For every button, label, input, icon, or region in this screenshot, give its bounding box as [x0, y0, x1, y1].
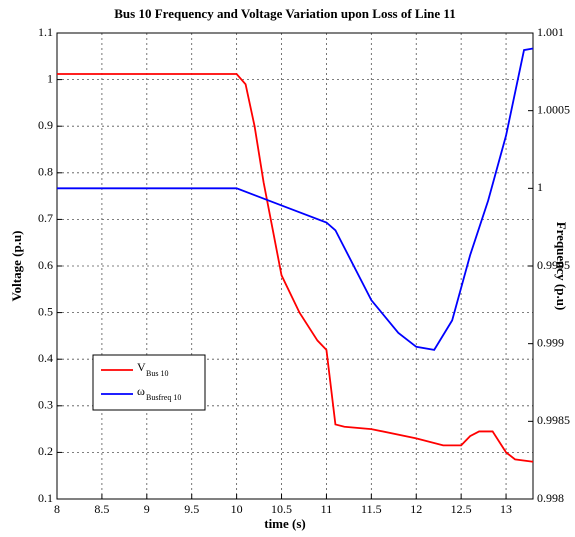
legend-label: V [137, 360, 146, 374]
plot-frame [56, 32, 534, 500]
y-tick-label: 0.5 [38, 304, 53, 318]
x-tick-label: 9.5 [184, 502, 199, 516]
y2-tick-label: 1 [537, 180, 543, 194]
x-tick-label: 12 [410, 502, 422, 516]
x-tick-label: 8 [54, 502, 60, 516]
legend-box [92, 354, 206, 411]
y2-tick-label: 0.9985 [537, 413, 570, 427]
legend-label-sub: Bus 10 [146, 369, 168, 378]
x-tick-label: 10.5 [271, 502, 292, 516]
chart-title: Bus 10 Frequency and Voltage Variation u… [114, 6, 455, 21]
x-tick-label: 9 [144, 502, 150, 516]
y-tick-label: 1.1 [38, 25, 53, 39]
x-tick-label: 11.5 [361, 502, 382, 516]
y-tick-label: 0.4 [38, 351, 53, 365]
x-tick-label: 13 [500, 502, 512, 516]
y-tick-label: 0.1 [38, 491, 53, 505]
y-tick-label: 0.2 [38, 444, 53, 458]
x-tick-label: 12.5 [451, 502, 472, 516]
y2-tick-label: 0.9995 [537, 258, 570, 272]
x-tick-label: 8.5 [94, 502, 109, 516]
y2-tick-label: 0.998 [537, 491, 564, 505]
y-tick-label: 0.6 [38, 258, 53, 272]
x-tick-label: 11 [321, 502, 333, 516]
y-tick-label: 1 [47, 71, 53, 85]
y-tick-label: 0.7 [38, 211, 53, 225]
legend-label: ω [137, 384, 145, 398]
y-tick-label: 0.9 [38, 118, 53, 132]
legend-label-sub: Busfreq 10 [146, 393, 181, 402]
y2-tick-label: 1.0005 [537, 102, 570, 116]
line-series [57, 47, 534, 351]
x-tick-label: 10 [231, 502, 243, 516]
line-series [57, 73, 534, 463]
y-tick-label: 0.8 [38, 165, 53, 179]
y2-axis-label: Frequency (p.u) [554, 222, 569, 311]
y-axis-label: Voltage (p.u) [9, 230, 24, 301]
y2-tick-label: 0.999 [537, 335, 564, 349]
y2-tick-label: 1.001 [537, 25, 564, 39]
y-tick-label: 0.3 [38, 398, 53, 412]
x-axis-label: time (s) [264, 516, 306, 531]
